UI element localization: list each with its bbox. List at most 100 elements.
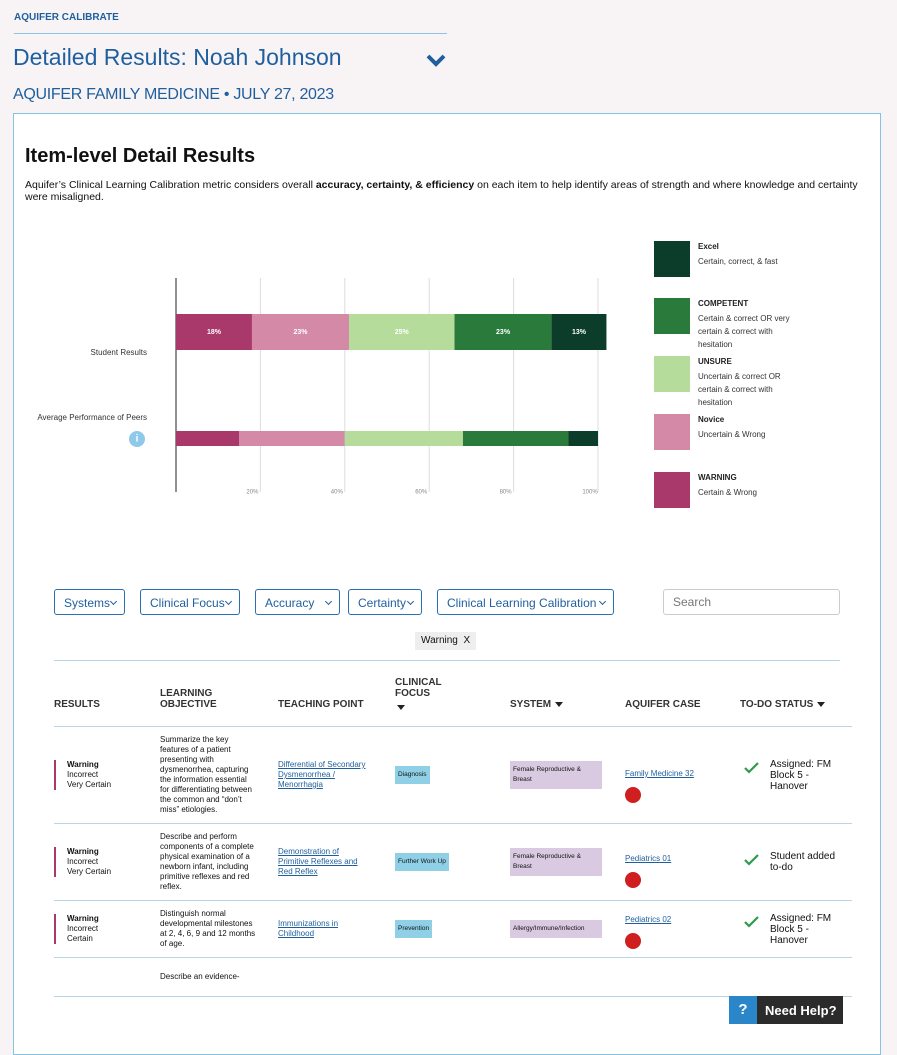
filter-dropdown[interactable]: Systems bbox=[54, 589, 125, 615]
header-text: RESULTS bbox=[54, 699, 100, 710]
tag-remove[interactable]: X bbox=[463, 635, 471, 646]
certainty: Very Certain bbox=[67, 867, 112, 876]
cell: Differential of Secondary Dysmenorrhea /… bbox=[278, 726, 395, 824]
info-icon[interactable] bbox=[129, 431, 145, 447]
x-tick-label: 60% bbox=[415, 490, 428, 496]
subtitle: AQUIFER FAMILY MEDICINE • JULY 27, 2023 bbox=[13, 86, 334, 103]
legend-swatch bbox=[654, 414, 690, 450]
cell: Summarize the key features of a patient … bbox=[160, 726, 278, 824]
cell: Family Medicine 32 bbox=[625, 726, 740, 824]
text: Aquifer’s Clinical Learning Calibration … bbox=[25, 179, 316, 191]
legend-name: Excel bbox=[698, 242, 719, 251]
case-link[interactable]: Pediatrics 01 bbox=[625, 854, 672, 863]
sort-caret[interactable] bbox=[555, 701, 564, 707]
focus-pill: Further Work Up bbox=[395, 853, 449, 871]
help-button[interactable]: ? Need Help? bbox=[729, 996, 843, 1024]
status-dot bbox=[625, 933, 641, 949]
status: Assigned: FM Block 5 - Hanover bbox=[740, 759, 842, 792]
cell: Warning Incorrect Very Certain bbox=[54, 823, 160, 901]
filter-tag: Warning X bbox=[415, 632, 477, 650]
collapse-toggle[interactable] bbox=[425, 52, 447, 68]
help-label: Need Help? bbox=[765, 1002, 837, 1018]
check-icon bbox=[744, 915, 759, 928]
cell: Diagnosis bbox=[395, 726, 510, 824]
cell bbox=[625, 957, 740, 997]
page-title: Detailed Results: Noah Johnson bbox=[13, 44, 342, 70]
cell: Demonstration of Primitive Reflexes and … bbox=[278, 823, 395, 901]
cell: Pediatrics 01 bbox=[625, 823, 740, 901]
cell: Allergy/Immune/Infection bbox=[510, 900, 625, 958]
check bbox=[744, 915, 759, 928]
header-text: CLINICAL FOCUS bbox=[395, 677, 442, 699]
header-text: TEACHING POINT bbox=[278, 699, 364, 710]
cell bbox=[395, 957, 510, 997]
bar-segment bbox=[349, 314, 455, 350]
check bbox=[744, 761, 759, 774]
legend-desc: Certain & Wrong bbox=[698, 488, 757, 497]
result-label: Warning bbox=[67, 847, 99, 856]
legend-swatch bbox=[654, 241, 690, 277]
status-dot bbox=[625, 872, 641, 888]
search-box[interactable]: Search bbox=[663, 589, 840, 615]
cell: Distinguish normal developmental milesto… bbox=[160, 900, 278, 958]
chart: i 20% 40% 60% 80% 100% Student Results 18% 23% 2… bbox=[37, 278, 607, 496]
bar-segment bbox=[454, 314, 552, 350]
cell bbox=[278, 957, 395, 997]
sort-caret[interactable] bbox=[397, 705, 405, 710]
bar-segment bbox=[176, 314, 252, 350]
teaching-point-link[interactable]: Demonstration of Primitive Reflexes and … bbox=[278, 847, 358, 876]
column-header: AQUIFER CASE bbox=[625, 662, 740, 727]
check-icon bbox=[744, 761, 759, 774]
legend-desc: Certain, correct, & fast bbox=[698, 257, 778, 266]
filter-dropdown[interactable]: Certainty bbox=[348, 589, 422, 615]
intro-text: Aquifer’s Clinical Learning Calibration … bbox=[25, 179, 870, 203]
legend-name: WARNING bbox=[698, 473, 737, 482]
cell: Pediatrics 02 bbox=[625, 900, 740, 958]
help-icon: ? bbox=[729, 996, 757, 1024]
divider bbox=[14, 33, 447, 34]
objective: Describe and perform components of a com… bbox=[160, 832, 254, 891]
app-name: AQUIFER CALIBRATE bbox=[14, 12, 119, 23]
filter-dropdown[interactable]: Clinical Learning Calibration bbox=[437, 589, 614, 615]
system-pill: Female Reproductive & Breast bbox=[510, 761, 602, 789]
case-link[interactable]: Family Medicine 32 bbox=[625, 769, 694, 778]
result: Warning Incorrect Certain bbox=[54, 914, 150, 944]
category-label: Average Performance of Peers bbox=[37, 413, 147, 422]
value-label: 25% bbox=[395, 329, 410, 336]
legend-desc: Certain & correct OR very certain & corr… bbox=[698, 314, 790, 349]
case-link[interactable]: Pediatrics 02 bbox=[625, 915, 672, 924]
x-tick-label: 20% bbox=[246, 490, 259, 496]
status-text: Student added to-do bbox=[770, 851, 836, 873]
section-heading: Item-level Detail Results bbox=[25, 145, 256, 167]
table-body: Warning Incorrect Very Certain Summarize th… bbox=[54, 726, 852, 997]
legend-name: COMPETENT bbox=[698, 299, 749, 308]
cell: Warning Incorrect Certain bbox=[54, 900, 160, 958]
bar-segment bbox=[344, 431, 463, 446]
objective: Distinguish normal developmental milesto… bbox=[160, 909, 256, 948]
check bbox=[744, 854, 759, 866]
teaching-point-link[interactable]: Differential of Secondary Dysmenorrhea /… bbox=[278, 760, 366, 789]
status-text: Assigned: FM Block 5 - Hanover bbox=[770, 758, 832, 792]
header-row: RESULTS LEARNING OBJECTIVE TEACHING POINT C… bbox=[54, 662, 852, 727]
teaching-point-link[interactable]: Immunizations in Childhood bbox=[278, 919, 339, 938]
status: Assigned: FM Block 5 - Hanover bbox=[740, 913, 842, 946]
accuracy: Incorrect bbox=[67, 924, 99, 933]
page: AQUIFER CALIBRATE Detailed Results: Noah… bbox=[0, 0, 897, 1024]
x-tick-label: 40% bbox=[331, 490, 344, 496]
certainty: Very Certain bbox=[67, 780, 112, 789]
result: Warning Incorrect Very Certain bbox=[54, 847, 150, 877]
filter-dropdown[interactable]: Accuracy bbox=[255, 589, 340, 615]
certainty: Certain bbox=[67, 934, 93, 943]
column-header: SYSTEM bbox=[510, 662, 625, 727]
bar-segment bbox=[251, 314, 350, 350]
legend-swatch bbox=[654, 356, 690, 392]
filter-dropdown[interactable]: Clinical Focus bbox=[140, 589, 240, 615]
sort-caret[interactable] bbox=[817, 701, 826, 707]
value-label: 13% bbox=[572, 329, 587, 336]
column-header: TO-DO STATUS bbox=[740, 662, 852, 727]
cell: Assigned: FM Block 5 - Hanover bbox=[740, 726, 852, 824]
column-header: LEARNING OBJECTIVE bbox=[160, 662, 278, 727]
header-text: AQUIFER CASE bbox=[625, 699, 701, 710]
tag-label: Warning bbox=[421, 635, 458, 646]
system-pill: Female Reproductive & Breast bbox=[510, 848, 602, 876]
